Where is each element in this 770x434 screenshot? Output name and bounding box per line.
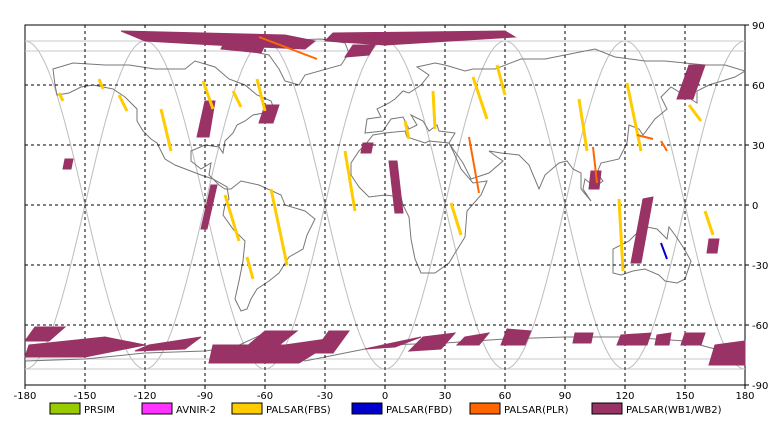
x-tick-label: 60 bbox=[499, 391, 512, 402]
wb-footprint bbox=[360, 142, 374, 154]
legend-label: AVNIR-2 bbox=[176, 405, 216, 416]
legend-label: PALSAR(FBS) bbox=[266, 405, 331, 416]
legend-swatch bbox=[351, 402, 383, 415]
wb-footprint bbox=[200, 184, 218, 230]
x-axis-ticks: -180 -150 -120 -90 -60 -30 0 30 60 90 120 150 180 bbox=[14, 385, 755, 402]
plr-strip bbox=[636, 134, 654, 140]
x-tick-label: -60 bbox=[257, 391, 273, 402]
graticule bbox=[25, 25, 745, 385]
x-tick-label: 120 bbox=[615, 391, 634, 402]
plr-strip bbox=[468, 136, 480, 194]
legend-label: PRSIM bbox=[84, 405, 115, 416]
wb-footprint bbox=[120, 30, 317, 50]
y-tick-label: 30 bbox=[752, 141, 765, 152]
legend-label: PALSAR(WB1/WB2) bbox=[626, 405, 722, 416]
wb-footprint bbox=[134, 336, 202, 352]
wb-footprint bbox=[208, 336, 342, 364]
wb-footprint bbox=[407, 332, 457, 352]
x-tick-label: 150 bbox=[675, 391, 694, 402]
fbs-strip bbox=[57, 92, 65, 102]
wb-footprint bbox=[388, 160, 404, 214]
wb-footprint bbox=[220, 40, 266, 54]
wb-footprint bbox=[364, 336, 422, 350]
fbs-strip bbox=[625, 82, 643, 152]
legend-swatch bbox=[469, 402, 501, 415]
wb-footprint bbox=[500, 328, 532, 346]
y-tick-label: 0 bbox=[752, 201, 758, 212]
x-tick-label: -180 bbox=[14, 391, 37, 402]
wb-footprint bbox=[588, 170, 602, 190]
x-tick-label: -120 bbox=[134, 391, 157, 402]
plr-strip bbox=[592, 146, 598, 184]
y-tick-label: 60 bbox=[752, 81, 765, 92]
palsar-fbs-strips bbox=[57, 64, 715, 280]
wb-footprint bbox=[616, 332, 652, 346]
x-tick-label: 0 bbox=[382, 391, 388, 402]
wb-footprint bbox=[676, 64, 706, 100]
wb-footprint bbox=[572, 332, 594, 344]
legend-swatch bbox=[231, 402, 263, 415]
x-tick-label: 90 bbox=[559, 391, 572, 402]
x-tick-label: -30 bbox=[317, 391, 333, 402]
fbs-strip bbox=[343, 150, 357, 212]
wb-footprint bbox=[24, 326, 67, 342]
wb-footprint bbox=[62, 158, 74, 170]
fbs-strip bbox=[703, 210, 715, 236]
legend-label: PALSAR(PLR) bbox=[504, 405, 569, 416]
wb-footprint bbox=[630, 196, 654, 264]
wb-footprint bbox=[706, 238, 720, 254]
legend: PRSIM AVNIR-2 PALSAR(FBS) PALSAR(FBD) PALSAR… bbox=[49, 402, 722, 416]
x-tick-label: 30 bbox=[439, 391, 452, 402]
fbs-strip bbox=[495, 64, 507, 96]
plr-strip bbox=[660, 140, 668, 152]
fbs-strip bbox=[269, 188, 289, 266]
x-tick-label: -150 bbox=[74, 391, 97, 402]
y-tick-label: -90 bbox=[752, 381, 768, 392]
fbs-strip bbox=[245, 256, 255, 280]
greenland-outline bbox=[238, 38, 350, 86]
fbs-strip bbox=[201, 80, 215, 110]
legend-swatch bbox=[591, 402, 623, 415]
fbs-strip bbox=[159, 108, 173, 152]
palsar-wb-footprints bbox=[24, 30, 746, 366]
fbs-strip bbox=[117, 94, 129, 112]
x-tick-label: 180 bbox=[735, 391, 754, 402]
fbs-strip bbox=[431, 90, 437, 130]
y-tick-label: 90 bbox=[752, 21, 765, 32]
fbs-strip bbox=[97, 78, 105, 90]
y-axis-ticks: 90 60 30 0 -30 -60 -90 bbox=[745, 21, 768, 392]
wb-footprint bbox=[455, 332, 491, 346]
wb-footprint bbox=[24, 336, 146, 358]
y-tick-label: -30 bbox=[752, 261, 768, 272]
palsar-plr-strips bbox=[258, 36, 668, 194]
fbs-strip bbox=[231, 90, 243, 108]
wb-footprint bbox=[708, 340, 746, 366]
fbs-strip bbox=[687, 104, 703, 122]
fbs-strip bbox=[471, 76, 489, 120]
palsar-fbd-strips bbox=[660, 242, 668, 260]
wb-footprint bbox=[323, 30, 517, 46]
legend-swatch bbox=[141, 402, 173, 415]
plr-strip bbox=[258, 36, 318, 60]
fbs-strip bbox=[617, 198, 625, 272]
wb-footprint bbox=[680, 332, 706, 346]
wb-footprint bbox=[654, 332, 672, 346]
legend-label: PALSAR(FBD) bbox=[386, 405, 452, 416]
fbs-strip bbox=[577, 98, 589, 152]
legend-swatch bbox=[49, 402, 81, 415]
wb-footprint bbox=[344, 44, 376, 58]
x-tick-label: -90 bbox=[197, 391, 213, 402]
y-tick-label: -60 bbox=[752, 321, 768, 332]
fbs-strip bbox=[403, 120, 411, 140]
fbd-strip bbox=[660, 242, 668, 260]
fbs-strip bbox=[255, 78, 267, 112]
fbs-strip bbox=[449, 202, 463, 236]
fbs-strip bbox=[223, 194, 241, 242]
